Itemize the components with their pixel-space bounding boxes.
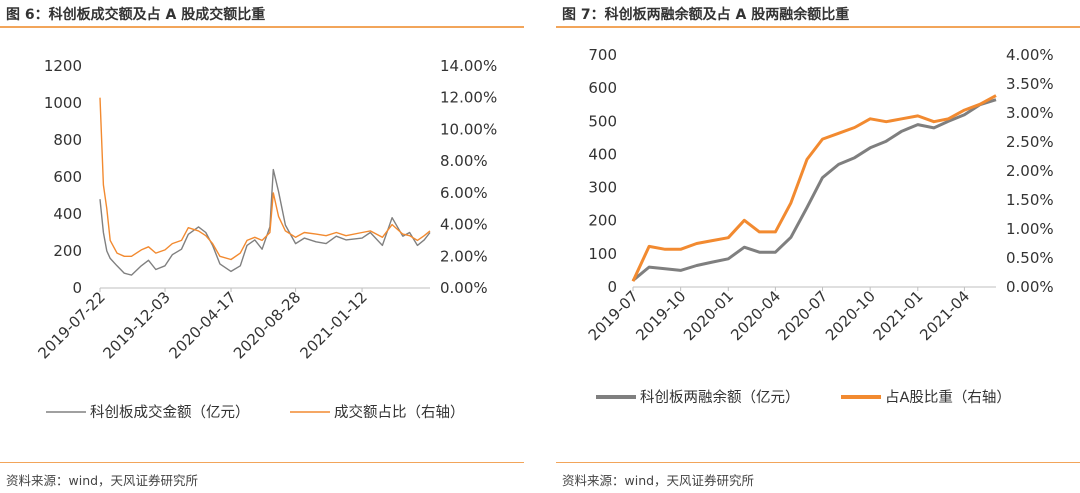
y-right-tick-label: 3.00% xyxy=(1006,104,1054,122)
x-tick-label: 2020-04 xyxy=(727,287,784,344)
y-right-tick-label: 8.00% xyxy=(440,152,488,170)
series-line-left-axis xyxy=(99,168,431,276)
y-right-tick-label: 6.00% xyxy=(440,184,488,202)
x-tick-label: 2020-07 xyxy=(774,287,831,344)
x-tick-label: 2019-07-22 xyxy=(34,288,108,362)
y-left-tick-label: 700 xyxy=(588,46,617,64)
x-tick-label: 2020-08-28 xyxy=(230,288,304,362)
y-left-tick-label: 500 xyxy=(588,112,617,130)
y-right-tick-label: 0.00% xyxy=(1006,278,1054,296)
source-divider xyxy=(556,462,1080,463)
y-left-tick-label: 0 xyxy=(607,278,617,296)
turnover-chart: 0 200 400 600 800 1000 1200 0.00% 2.00% 4.00% 6.00… xyxy=(34,57,497,421)
y-right-tick-label: 10.00% xyxy=(440,120,497,138)
y-right-tick-label: 4.00% xyxy=(440,216,488,234)
y-left-tick-label: 0 xyxy=(72,279,82,297)
x-tick-label: 2019-10 xyxy=(632,287,689,344)
x-tick-label: 2021-01 xyxy=(870,287,927,344)
margin-chart: 0 100 200 300 400 500 600 700 0.00% 0.50% 1.00% 1.5… xyxy=(585,46,1054,406)
y-left-tick-label: 600 xyxy=(588,79,617,97)
title-divider xyxy=(0,26,524,28)
y-right-tick-label: 0.00% xyxy=(440,279,488,297)
legend-label: 成交额占比（右轴） xyxy=(334,403,465,421)
legend-label: 占A股比重（右轴） xyxy=(885,389,1011,406)
y-right-tick-label: 1.00% xyxy=(1006,220,1054,238)
y-left-tick-label: 400 xyxy=(588,145,617,163)
y-right-tick-label: 12.00% xyxy=(440,89,497,107)
series-line-left-axis xyxy=(632,98,997,282)
x-tick-label: 2021-04 xyxy=(916,287,973,344)
source-divider xyxy=(0,462,524,463)
y-right-tick-label: 14.00% xyxy=(440,57,497,75)
y-left-tick-label: 100 xyxy=(588,245,617,263)
legend-label: 科创板两融余额（亿元） xyxy=(640,388,800,406)
series-line-right-axis xyxy=(631,94,997,282)
y-right-tick-label: 0.50% xyxy=(1006,249,1054,267)
chart-title: 图 6：科创板成交额及占 A 股成交额比重 xyxy=(6,7,266,23)
y-left-tick-label: 200 xyxy=(588,212,617,230)
series-line-right-axis xyxy=(99,97,431,261)
y-left-tick-label: 300 xyxy=(588,179,617,197)
legend-label: 科创板成交金额（亿元） xyxy=(90,403,250,421)
y-left-tick-label: 600 xyxy=(53,168,82,186)
source-note: 资料来源：wind，天风证券研究所 xyxy=(562,473,755,488)
x-tick-label: 2020-01 xyxy=(680,287,737,344)
y-right-tick-label: 3.50% xyxy=(1006,75,1054,93)
chart-panel-turnover: 图 6：科创板成交额及占 A 股成交额比重 0 200 400 600 800 1000 1… xyxy=(0,0,524,493)
y-left-tick-label: 800 xyxy=(53,131,82,149)
y-right-tick-label: 2.50% xyxy=(1006,133,1054,151)
y-left-tick-label: 1000 xyxy=(44,94,82,112)
chart-title: 图 7：科创板两融余额及占 A 股两融余额比重 xyxy=(562,7,850,23)
x-tick-label: 2019-12-03 xyxy=(99,288,173,362)
y-left-tick-label: 400 xyxy=(53,205,82,223)
y-right-tick-label: 2.00% xyxy=(440,247,488,265)
x-tick-label: 2021-01-12 xyxy=(297,288,371,362)
y-right-tick-label: 1.50% xyxy=(1006,191,1054,209)
chart-panel-margin: 图 7：科创板两融余额及占 A 股两融余额比重 0 100 200 300 400 500… xyxy=(556,0,1080,493)
y-right-tick-label: 2.00% xyxy=(1006,162,1054,180)
x-tick-label: 2020-04-17 xyxy=(165,288,239,362)
source-note: 资料来源：wind，天风证券研究所 xyxy=(6,473,199,488)
title-divider xyxy=(556,26,1080,28)
y-right-tick-label: 4.00% xyxy=(1006,46,1054,64)
x-tick-label: 2020-10 xyxy=(822,287,879,344)
y-left-tick-label: 1200 xyxy=(44,57,82,75)
y-left-tick-label: 200 xyxy=(53,242,82,260)
